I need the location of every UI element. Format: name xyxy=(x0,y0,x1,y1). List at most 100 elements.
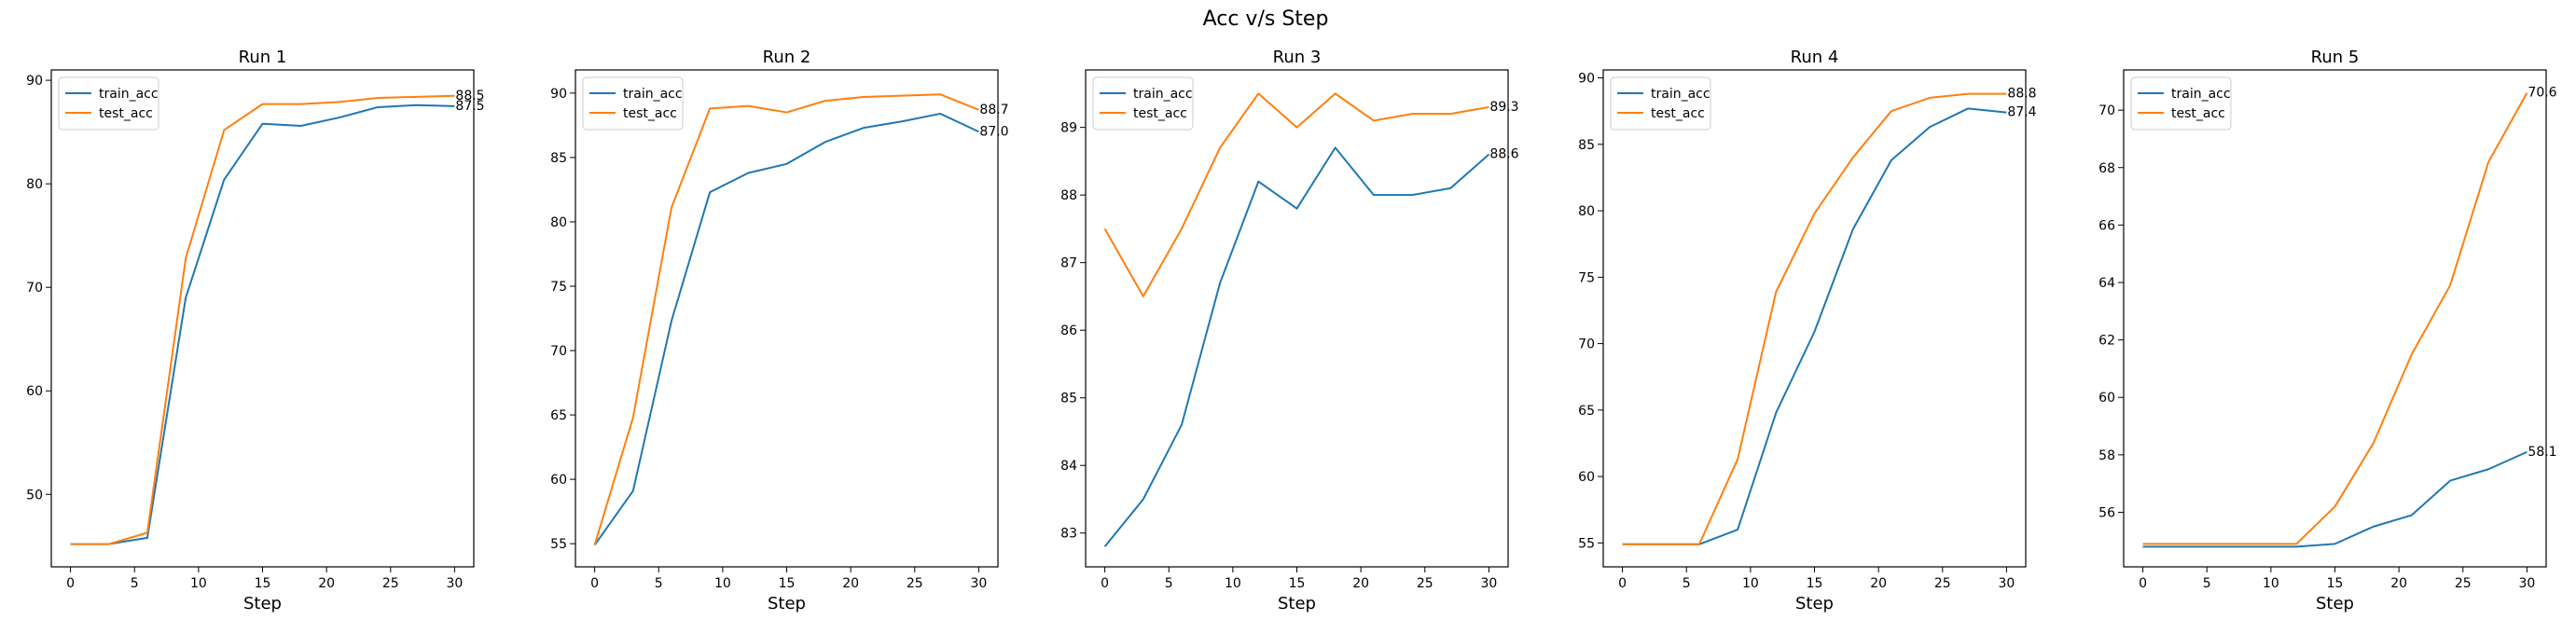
series-line-test_acc xyxy=(2142,92,2528,545)
x-tick-label: 20 xyxy=(842,576,859,591)
x-tick-label: 20 xyxy=(2390,576,2407,591)
x-tick-label: 25 xyxy=(1934,576,1951,591)
end-value-label: 58.1 xyxy=(2528,445,2556,460)
end-value-label: 88.7 xyxy=(979,103,1008,117)
x-tick-label: 30 xyxy=(2518,576,2535,591)
end-value-label: 89.3 xyxy=(1489,100,1518,115)
legend-label: test_acc xyxy=(623,106,677,121)
y-tick-label: 62 xyxy=(2098,334,2115,349)
legend: train_acc test_acc xyxy=(58,76,159,131)
series-line-train_acc xyxy=(1103,146,1490,547)
series-line-train_acc xyxy=(1622,107,2007,545)
x-axis-label: Step xyxy=(2316,594,2354,613)
series-line-test_acc xyxy=(593,93,979,545)
x-tick-label: 30 xyxy=(1998,576,2015,591)
chart-panel-3: Run 3 0 5 10 15 20 25 30 83 84 85 86 87 88 89 Step 88.6 8… xyxy=(1060,48,1519,613)
y-tick-label: 90 xyxy=(1578,72,1595,87)
x-tick-label: 5 xyxy=(2203,576,2211,591)
y-tick-label: 80 xyxy=(1578,204,1595,219)
y-tick-label: 56 xyxy=(2098,505,2115,520)
y-tick-label: 60 xyxy=(1578,470,1595,485)
x-axis-label: Step xyxy=(243,594,282,613)
x-tick-label: 10 xyxy=(1742,576,1759,591)
x-tick-label: 10 xyxy=(1225,576,1241,591)
x-tick-label: 15 xyxy=(1807,576,1823,591)
axes-frame xyxy=(1085,69,1509,568)
chart-panel-5: Run 5 0 5 10 15 20 25 30 56 58 60 62 64 66 68 70 Step 58.… xyxy=(2098,48,2557,613)
legend-label: test_acc xyxy=(99,106,153,121)
y-tick-label: 65 xyxy=(1578,404,1595,419)
legend-label: train_acc xyxy=(1651,87,1710,102)
axes-frame xyxy=(575,69,999,568)
x-axis-label: Step xyxy=(768,594,806,613)
chart-panel-2: Run 2 0 5 10 15 20 25 30 55 60 65 70 75 80 85 90 Step 87.… xyxy=(550,48,1008,613)
y-tick-label: 58 xyxy=(2098,448,2115,463)
y-tick-label: 55 xyxy=(1578,536,1595,551)
legend-box xyxy=(1610,76,1711,131)
y-tick-label: 90 xyxy=(550,87,567,102)
end-value-label: 87.0 xyxy=(979,124,1008,139)
x-tick-label: 20 xyxy=(318,576,335,591)
legend-label: train_acc xyxy=(1133,87,1193,102)
legend-label: test_acc xyxy=(2171,106,2225,121)
legend-box xyxy=(2130,76,2232,131)
x-tick-label: 30 xyxy=(970,576,987,591)
x-tick-label: 5 xyxy=(131,576,139,591)
legend-label: train_acc xyxy=(623,87,683,102)
x-tick-label: 25 xyxy=(1417,576,1433,591)
end-value-label: 87.5 xyxy=(455,99,484,114)
y-tick-label: 55 xyxy=(550,537,567,552)
end-value-label: 88.8 xyxy=(2007,87,2036,102)
x-tick-label: 10 xyxy=(2263,576,2279,591)
x-tick-label: 15 xyxy=(2327,576,2344,591)
series-line-test_acc xyxy=(70,94,455,545)
y-tick-label: 80 xyxy=(26,177,43,192)
end-value-label: 87.4 xyxy=(2007,105,2036,120)
legend-label: test_acc xyxy=(1651,106,1705,121)
x-axis-label: Step xyxy=(1795,594,1834,613)
y-tick-label: 84 xyxy=(1060,459,1077,474)
y-tick-label: 87 xyxy=(1060,256,1077,271)
y-tick-label: 50 xyxy=(26,488,43,503)
end-value-label: 70.6 xyxy=(2528,86,2556,101)
x-tick-label: 20 xyxy=(1352,576,1369,591)
figure-title: Acc v/s Step xyxy=(1203,7,1329,31)
y-tick-label: 60 xyxy=(26,384,43,399)
x-tick-label: 30 xyxy=(1480,576,1497,591)
panel-title: Run 3 xyxy=(1273,48,1322,67)
y-tick-label: 86 xyxy=(1060,324,1077,338)
x-tick-label: 25 xyxy=(382,576,399,591)
x-tick-label: 10 xyxy=(714,576,731,591)
y-tick-label: 70 xyxy=(550,344,567,359)
legend-box xyxy=(1092,76,1194,131)
chart-panel-4: Run 4 0 5 10 15 20 25 30 55 60 65 70 75 80 85 90 Step 87.… xyxy=(1578,48,2037,613)
legend-box xyxy=(58,76,159,131)
y-tick-label: 85 xyxy=(550,151,567,166)
y-tick-label: 90 xyxy=(26,74,43,89)
legend-box xyxy=(582,76,684,131)
y-tick-label: 66 xyxy=(2098,218,2115,233)
series-line-test_acc xyxy=(1622,92,2007,545)
legend-label: train_acc xyxy=(99,87,159,102)
y-tick-label: 65 xyxy=(550,408,567,423)
x-tick-label: 20 xyxy=(1870,576,1887,591)
panel-title: Run 1 xyxy=(239,48,287,67)
x-tick-label: 5 xyxy=(1683,576,1691,591)
y-tick-label: 70 xyxy=(2098,103,2115,118)
y-tick-label: 85 xyxy=(1060,392,1077,406)
x-tick-label: 0 xyxy=(590,576,599,591)
y-tick-label: 70 xyxy=(1578,338,1595,352)
series-line-train_acc xyxy=(2142,450,2528,548)
x-tick-label: 15 xyxy=(1289,576,1306,591)
end-value-label: 88.6 xyxy=(1489,147,1518,162)
legend-label: test_acc xyxy=(1133,106,1187,121)
legend: train_acc test_acc xyxy=(1092,76,1194,131)
y-tick-label: 60 xyxy=(550,473,567,488)
axes-frame xyxy=(50,69,475,568)
series-line-train_acc xyxy=(70,103,455,545)
y-tick-label: 85 xyxy=(1578,138,1595,153)
x-tick-label: 25 xyxy=(907,576,923,591)
y-tick-label: 83 xyxy=(1060,527,1077,542)
panel-title: Run 5 xyxy=(2311,48,2360,67)
